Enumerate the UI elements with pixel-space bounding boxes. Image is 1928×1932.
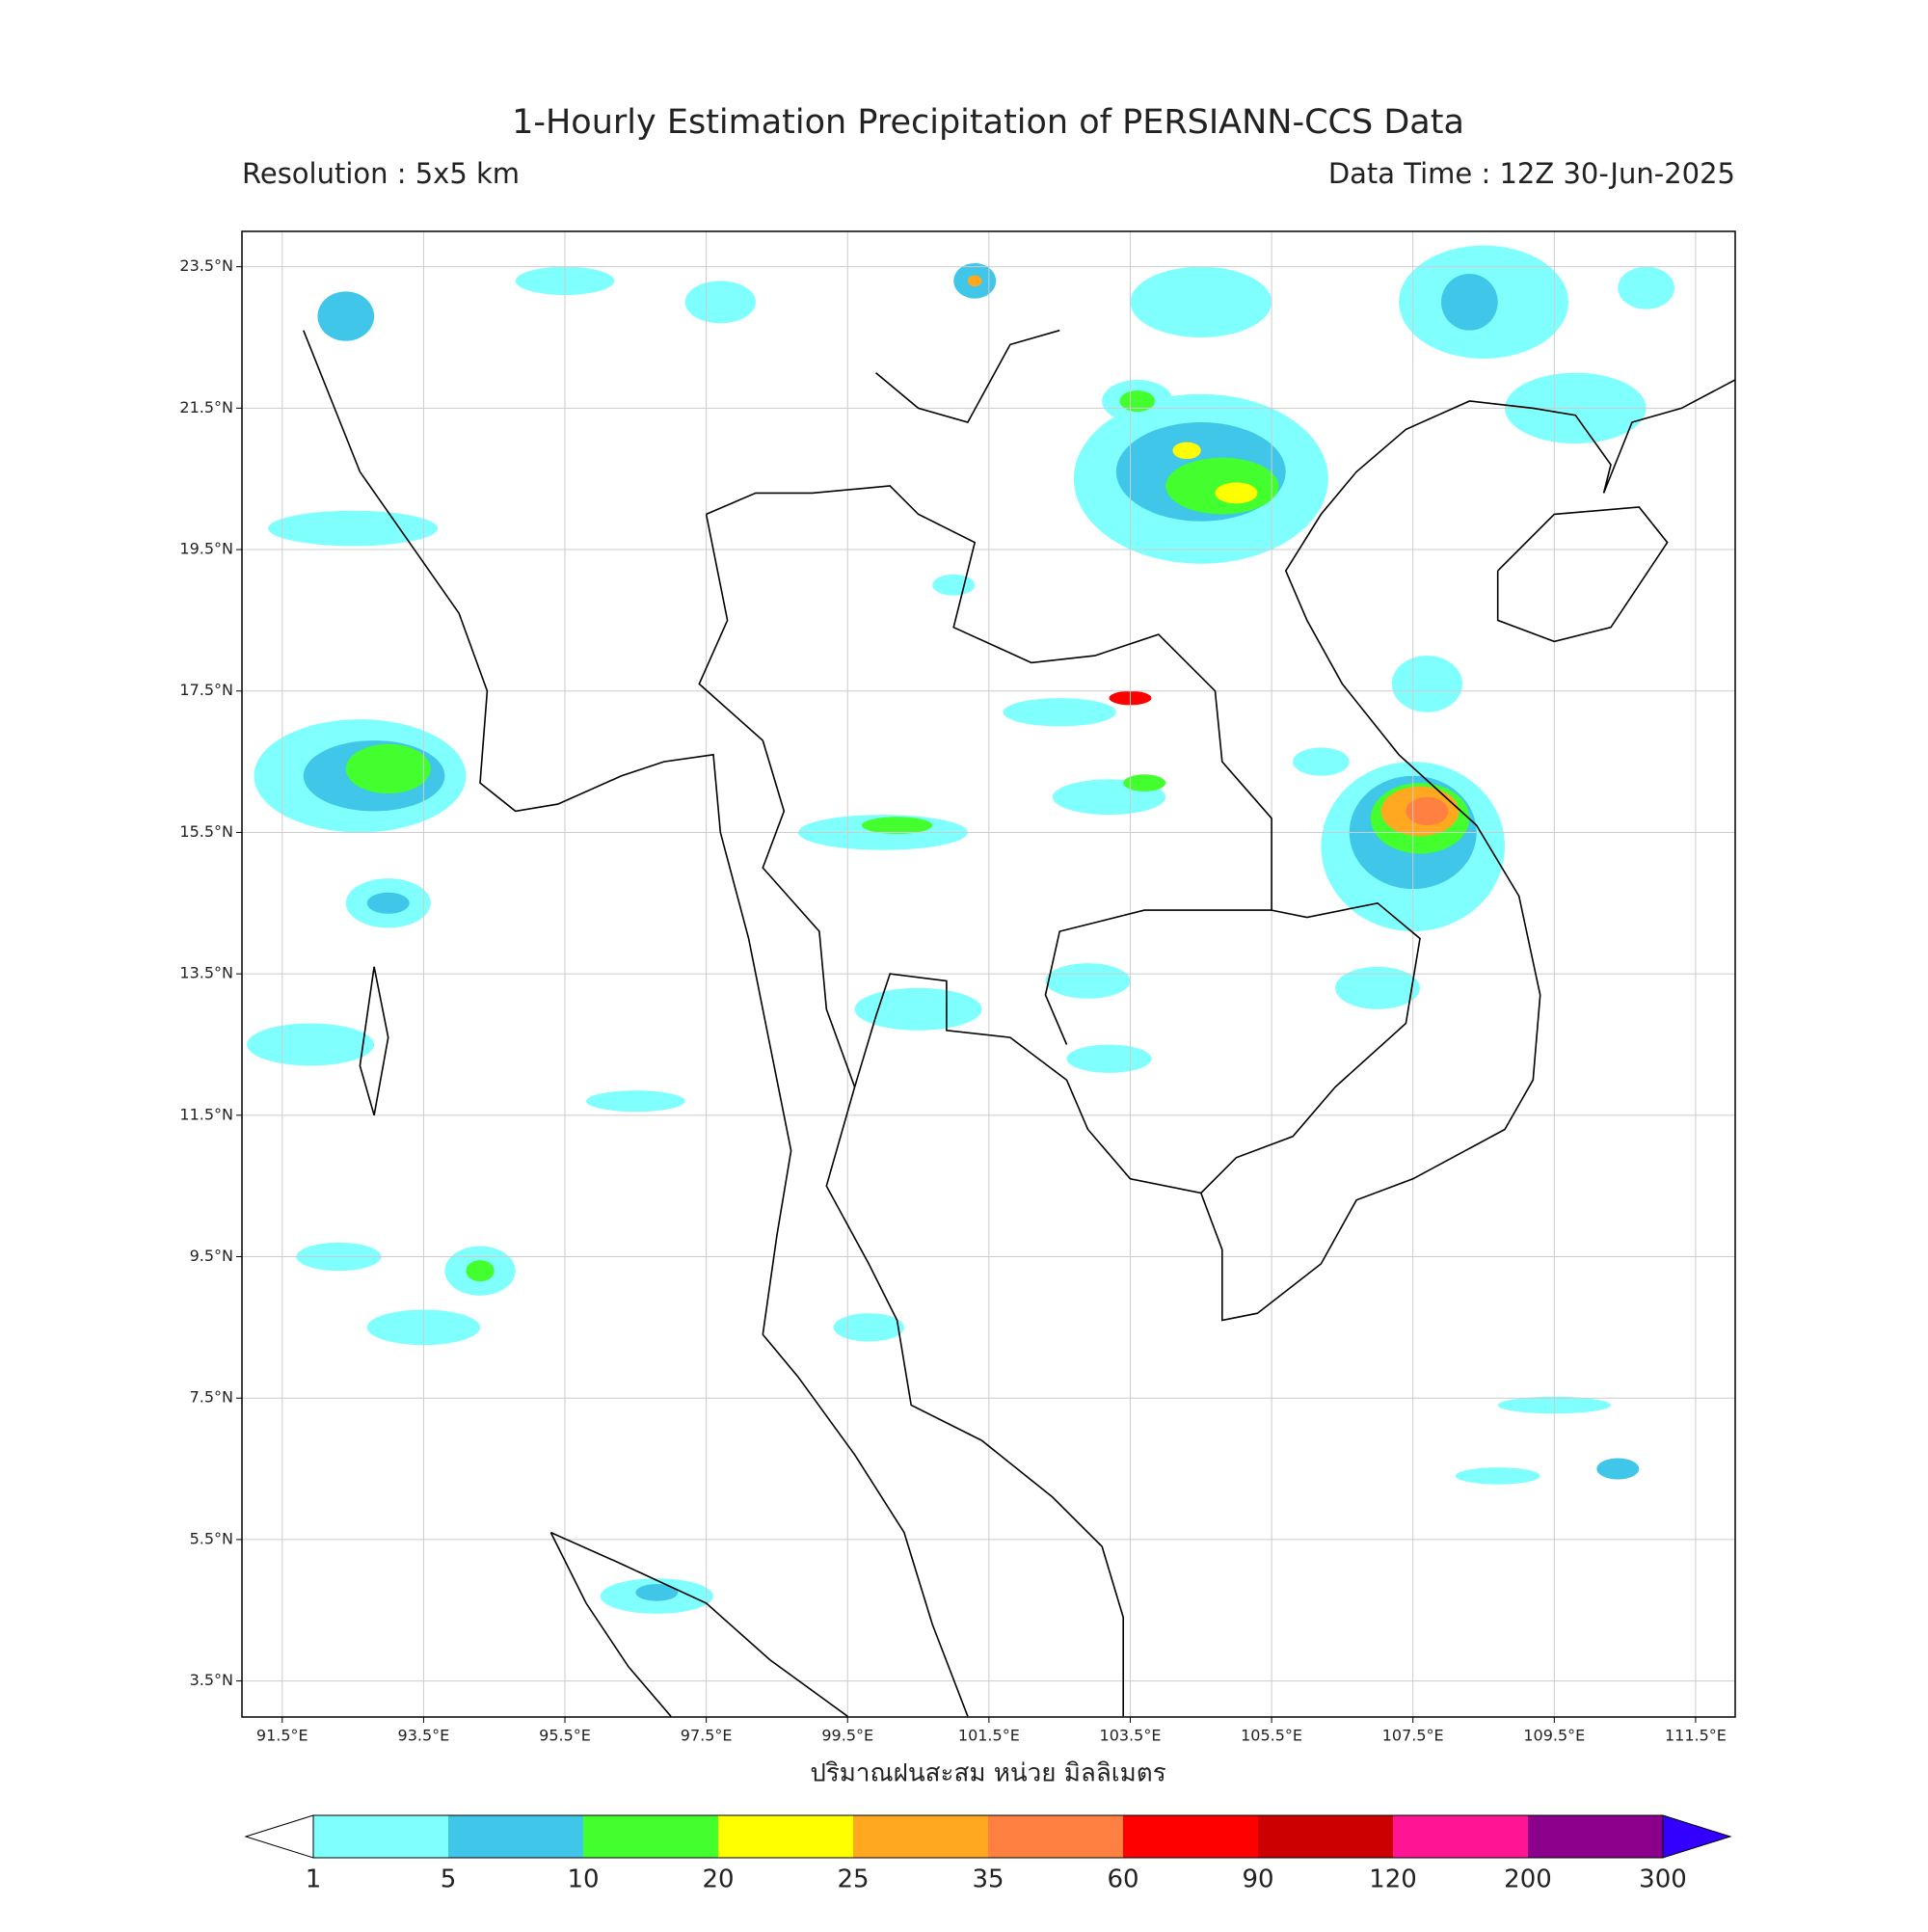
coastline [303,330,969,1717]
coastline [1200,901,1421,1194]
y-tick-label: 5.5°N [190,1529,233,1547]
y-tick-label: 13.5°N [179,964,233,982]
rain-area [854,987,982,1031]
rain-area [1596,1458,1640,1480]
rain-area [861,817,933,834]
rain-area [345,743,431,794]
colorbar-box [718,1815,853,1858]
rain-area [247,1023,375,1066]
rain-area [268,510,439,547]
x-tick-label: 107.5°E [1382,1727,1444,1745]
rain-area [317,291,375,341]
colorbar-tick-label: 25 [837,1865,869,1894]
colorbar-box [1123,1815,1258,1858]
rain-area [1119,390,1156,413]
x-tick-label: 93.5°E [398,1727,450,1745]
rain-area [1066,1044,1152,1073]
rain-area [932,574,976,596]
coastline [549,1532,672,1717]
colorbar-box [988,1815,1123,1858]
y-tick-label: 23.5°N [179,256,233,275]
title: 1-Hourly Estimation Precipitation of PER… [512,103,1464,142]
colorbar-box [583,1815,718,1858]
colorbar-label: ปริมาณฝนสะสม หน่วย มิลลิเมตร [810,1759,1165,1788]
resolution: Resolution : 5x5 km [242,157,520,190]
y-tick-label: 3.5°N [190,1671,233,1689]
data-time: Data Time : 12Z 30-Jun-2025 [1328,157,1735,190]
x-tick-label: 101.5°E [958,1727,1020,1745]
rain-area [967,275,982,287]
rain-area [1618,266,1674,309]
coastline [698,514,856,1087]
colorbar-under [244,1814,314,1859]
colorbar-tick-label: 300 [1639,1865,1687,1894]
rain-area [684,281,756,324]
x-tick-label: 105.5°E [1241,1727,1302,1745]
colorbar-over [1662,1814,1732,1859]
colorbar-box [1528,1815,1663,1858]
x-tick-label: 109.5°E [1523,1727,1585,1745]
colorbar-box [1258,1815,1393,1858]
rain-area [366,892,410,914]
rain-area [1003,698,1116,727]
x-tick-label: 95.5°E [539,1727,591,1745]
rain-area [833,1313,904,1342]
rain-area [1172,442,1201,460]
rain-area [1455,1467,1540,1485]
x-tick-label: 91.5°E [256,1727,308,1745]
colorbar-tick-label: 200 [1504,1865,1552,1894]
coastline [1496,506,1669,643]
rain-area [466,1260,495,1282]
colorbar-tick-label: 5 [441,1865,457,1894]
rain-area [1335,966,1421,1009]
y-tick-label: 11.5°N [179,1105,233,1123]
rain-area [635,1584,679,1601]
x-tick-label: 111.5°E [1665,1727,1727,1745]
x-tick-label: 103.5°E [1100,1727,1162,1745]
x-tick-label: 97.5°E [681,1727,733,1745]
colorbar-box [313,1815,448,1858]
y-tick-label: 15.5°N [179,822,233,841]
colorbar-tick-label: 10 [567,1865,599,1894]
coastline [550,1531,848,1717]
colorbar-box [448,1815,583,1858]
rain-area [1130,266,1272,338]
y-tick-label: 9.5°N [190,1247,233,1265]
colorbar-tick-label: 90 [1242,1865,1273,1894]
colorbar-tick-label: 20 [702,1865,734,1894]
map-area [242,231,1735,1717]
colorbar-tick-label: 60 [1107,1865,1138,1894]
x-tick-label: 99.5°E [821,1727,873,1745]
colorbar-tick-label: 120 [1369,1865,1417,1894]
rain-area [1441,274,1498,331]
colorbar: 1 5 10 20 25 35 60 90 120 200 300 [244,1814,1732,1894]
rain-area [586,1090,685,1113]
rain-area [1293,747,1350,776]
coastline [825,379,1735,1717]
rain-area [1406,796,1449,826]
coastline [359,966,389,1116]
y-tick-label: 21.5°N [179,398,233,416]
rain-area [1391,656,1463,712]
y-tick-label: 7.5°N [190,1388,233,1407]
colorbar-box [1393,1815,1528,1858]
rain-area [1215,482,1258,504]
colorbar-frame [312,1814,1664,1859]
rain-area [1045,963,1131,999]
coastline [706,485,1272,1045]
colorbar-tick-label: 35 [972,1865,1004,1894]
y-tick-label: 17.5°N [179,681,233,699]
colorbar-tick-label: 1 [306,1865,322,1894]
colorbar-box [853,1815,988,1858]
coastline [875,329,1060,423]
rain-area [1123,774,1166,792]
y-tick-label: 19.5°N [179,540,233,558]
